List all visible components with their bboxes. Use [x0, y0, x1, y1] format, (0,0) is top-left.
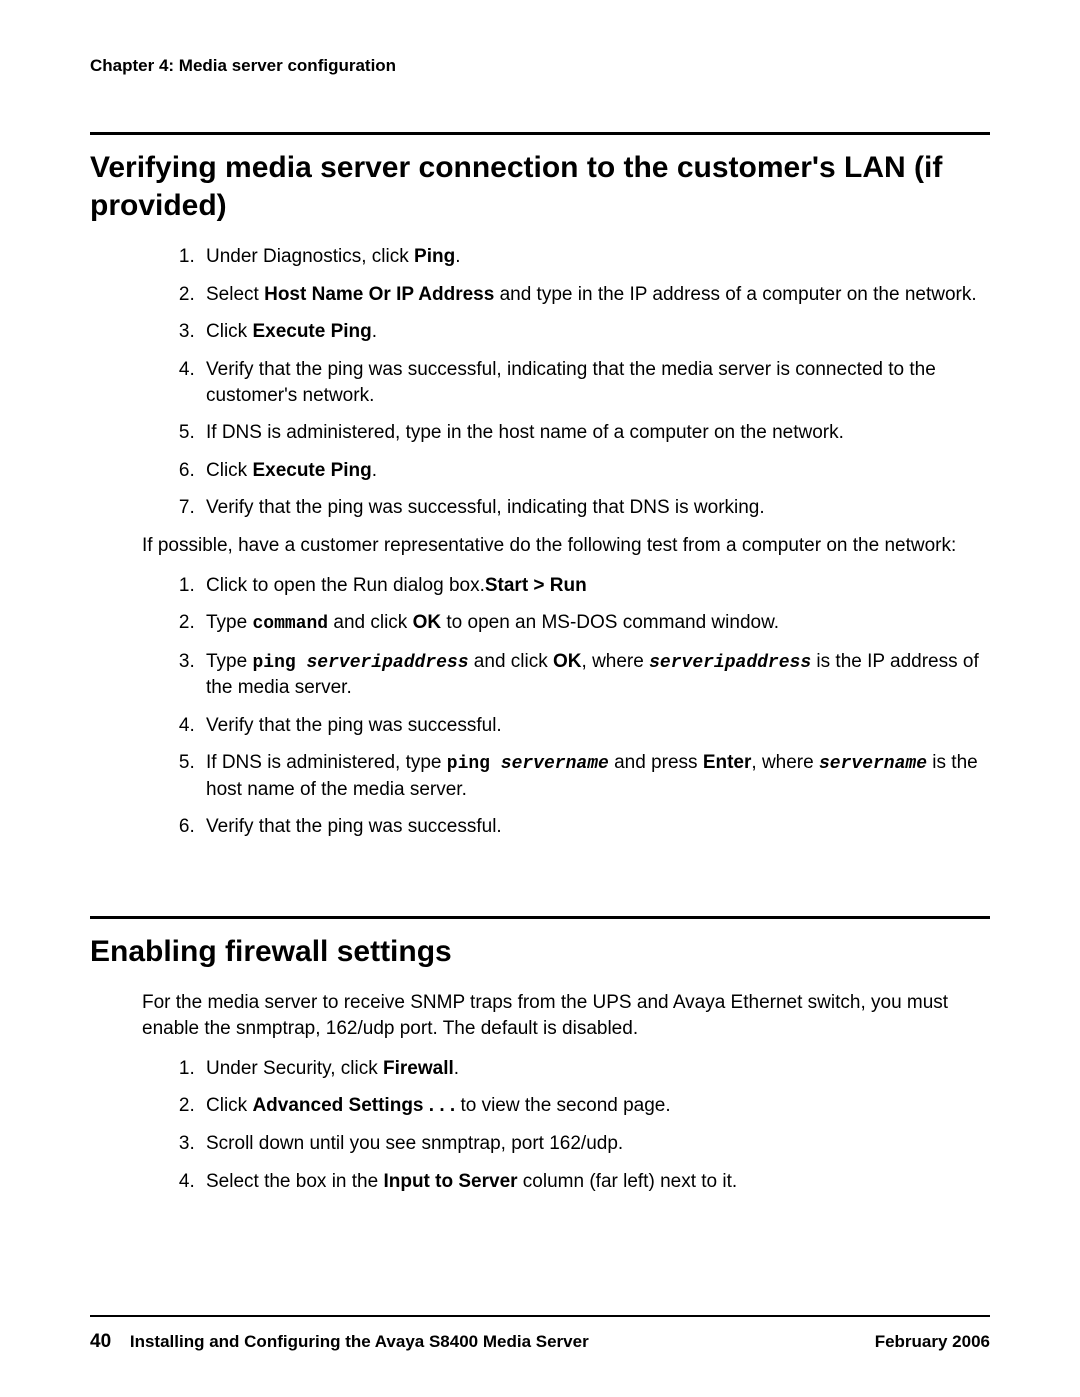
bold-text: Advanced Settings . . .: [252, 1095, 455, 1116]
list-item: Scroll down until you see snmptrap, port…: [200, 1131, 990, 1157]
section1-mid-para: If possible, have a customer representat…: [142, 533, 990, 559]
bold-text: Start > Run: [485, 575, 587, 596]
mono-italic-text: serveripaddress: [307, 653, 469, 673]
list-item: Verify that the ping was successful, ind…: [200, 357, 990, 408]
bold-text: Host Name Or IP Address: [264, 284, 494, 305]
section-rule-1: [90, 132, 990, 135]
bold-text: Firewall: [383, 1058, 454, 1079]
section1-steps2: Click to open the Run dialog box.Start >…: [90, 573, 990, 840]
bold-text: Input to Server: [383, 1171, 517, 1192]
mono-italic-text: serveripaddress: [649, 653, 811, 673]
section2-steps: Under Security, click Firewall. Click Adv…: [90, 1056, 990, 1195]
mono-text: ping: [447, 754, 501, 774]
list-item: Under Diagnostics, click Ping.: [200, 244, 990, 270]
bold-text: Enter: [703, 752, 752, 773]
bold-text: Execute Ping: [252, 321, 371, 342]
list-item: Verify that the ping was successful.: [200, 814, 990, 840]
footer-doc-title: Installing and Configuring the Avaya S84…: [130, 1332, 589, 1351]
footer-date: February 2006: [875, 1332, 990, 1352]
mono-text: command: [252, 614, 328, 634]
list-item: Verify that the ping was successful, ind…: [200, 495, 990, 521]
list-item: Select the box in the Input to Server co…: [200, 1169, 990, 1195]
list-item: If DNS is administered, type ping server…: [200, 750, 990, 802]
chapter-header: Chapter 4: Media server configuration: [90, 56, 990, 76]
list-item: Click to open the Run dialog box.Start >…: [200, 573, 990, 599]
page-number: 40: [90, 1331, 111, 1352]
list-item: If DNS is administered, type in the host…: [200, 420, 990, 446]
mono-italic-text: servername: [819, 754, 927, 774]
section-rule-2: [90, 916, 990, 919]
section2-title: Enabling firewall settings: [90, 933, 990, 971]
footer-left: 40 Installing and Configuring the Avaya …: [90, 1331, 589, 1353]
list-item: Type command and click OK to open an MS-…: [200, 610, 990, 636]
mono-italic-text: servername: [501, 754, 609, 774]
bold-text: Execute Ping: [252, 460, 371, 481]
list-item: Select Host Name Or IP Address and type …: [200, 282, 990, 308]
section1-title: Verifying media server connection to the…: [90, 149, 990, 224]
bold-text: OK: [413, 612, 442, 633]
list-item: Verify that the ping was successful.: [200, 713, 990, 739]
list-item: Click Advanced Settings . . . to view th…: [200, 1093, 990, 1119]
section1-steps: Under Diagnostics, click Ping. Select Hos…: [90, 244, 990, 521]
mono-text: ping: [252, 653, 306, 673]
list-item: Under Security, click Firewall.: [200, 1056, 990, 1082]
list-item: Click Execute Ping.: [200, 458, 990, 484]
list-item: Type ping serveripaddress and click OK, …: [200, 649, 990, 701]
bold-text: OK: [553, 651, 582, 672]
section2-intro: For the media server to receive SNMP tra…: [142, 990, 990, 1041]
page-footer: 40 Installing and Configuring the Avaya …: [90, 1315, 990, 1353]
bold-text: Ping: [414, 246, 455, 267]
list-item: Click Execute Ping.: [200, 319, 990, 345]
